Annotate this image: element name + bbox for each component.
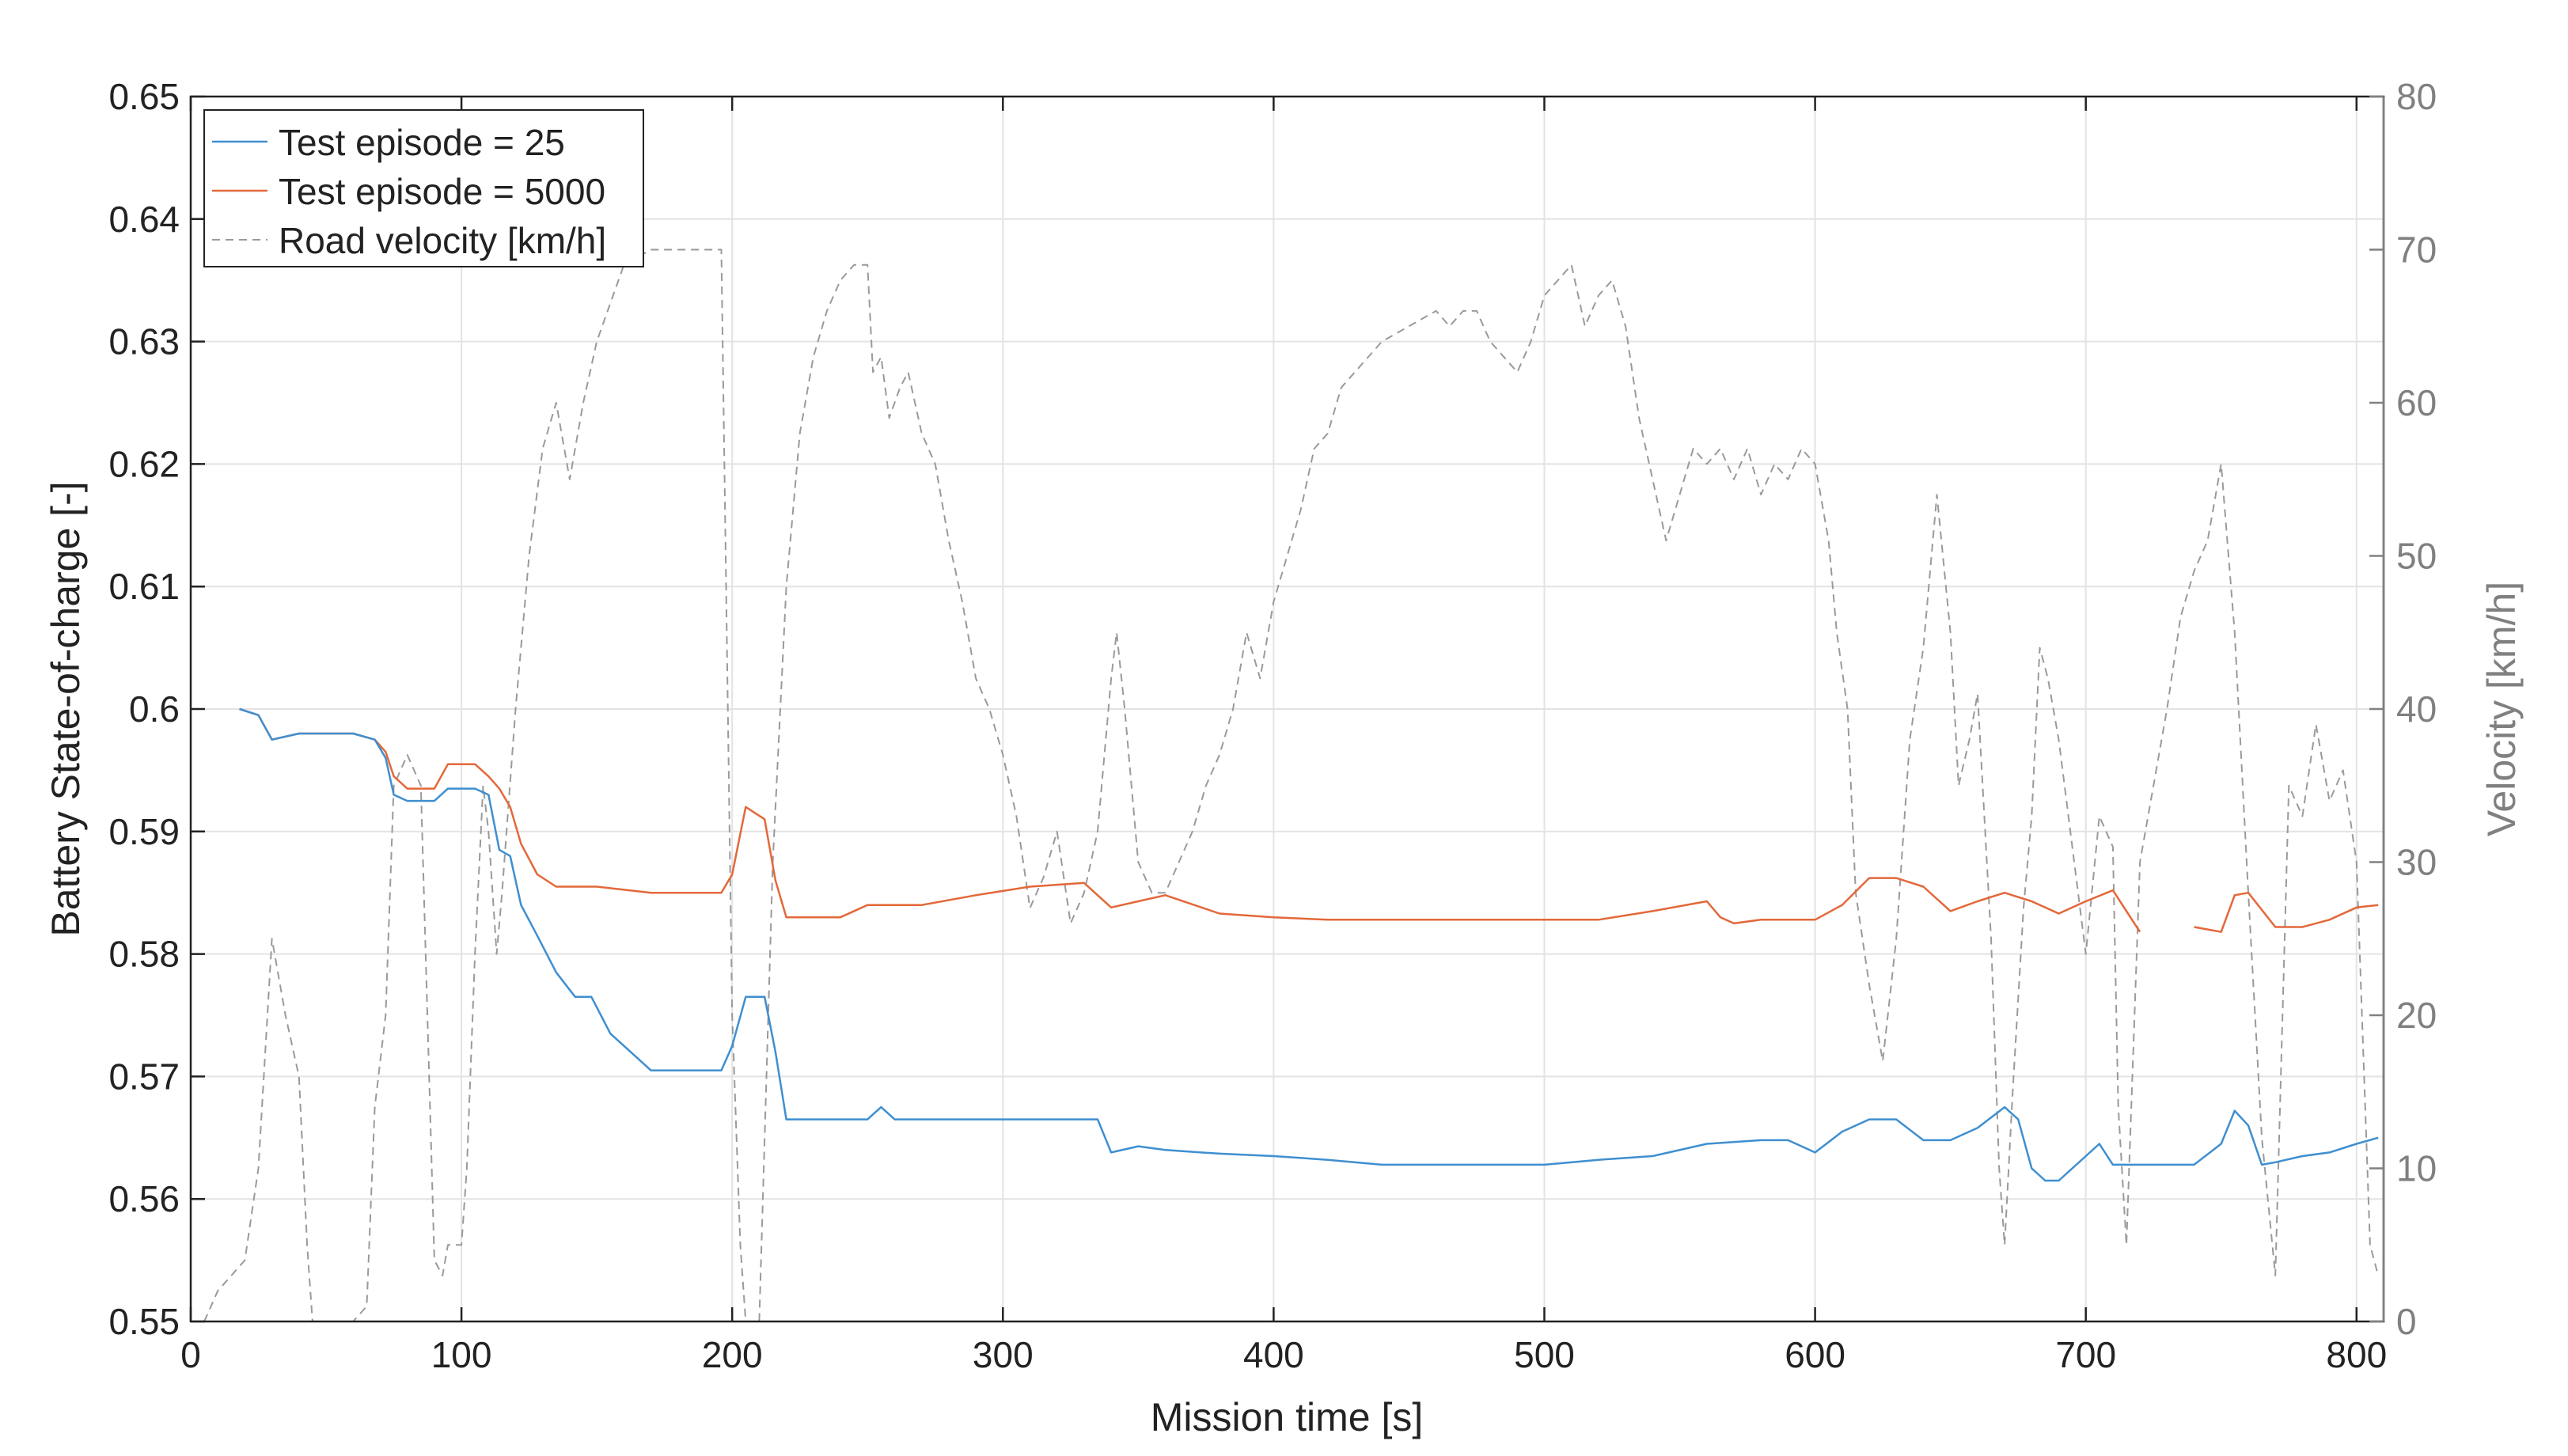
axes: 0 100 200 300 400 500 600 700 8000.550.560.570.5… (108, 76, 2437, 1375)
x-axis-label: Mission time [s] (1151, 1395, 1424, 1439)
series-line-ep25 (239, 707, 2379, 1182)
x-tick-label: 100 (431, 1334, 492, 1375)
y-tick-label-right: 20 (2396, 995, 2437, 1036)
y-tick-label-left: 0.65 (108, 76, 180, 117)
y-tick-label-right: 0 (2396, 1301, 2417, 1342)
series-layer (203, 248, 2380, 1322)
legend-box (203, 109, 644, 267)
y-axis-label-left: Battery State-of-charge [-] (44, 481, 88, 936)
y-tick-label-right: 60 (2396, 382, 2437, 423)
y-tick-label-left: 0.59 (108, 811, 180, 852)
y-tick-label-left: 0.63 (108, 321, 180, 362)
x-tick-label: 0 (180, 1334, 201, 1375)
x-tick-label: 800 (2326, 1334, 2387, 1375)
legend-label-ep5000: Test episode = 5000 (279, 171, 605, 212)
y-tick-label-left: 0.62 (108, 443, 180, 484)
legend: Test episode = 25 Test episode = 5000 Ro… (203, 109, 644, 267)
x-tick-label: 400 (1243, 1334, 1304, 1375)
x-tick-label: 500 (1514, 1334, 1575, 1375)
x-tick-label: 700 (2055, 1334, 2116, 1375)
legend-label-ep25: Test episode = 25 (279, 122, 565, 163)
y-tick-label-left: 0.55 (108, 1301, 180, 1342)
x-tick-label: 300 (973, 1334, 1034, 1375)
y-tick-label-right: 70 (2396, 229, 2437, 271)
y-tick-label-left: 0.57 (108, 1056, 180, 1097)
y-tick-label-right: 50 (2396, 536, 2437, 577)
series-line-velocity (203, 248, 2380, 1322)
series-line-ep5000 (239, 707, 2379, 933)
y-tick-label-left: 0.58 (108, 934, 180, 975)
y-tick-label-right: 10 (2396, 1148, 2437, 1189)
y-tick-label-right: 40 (2396, 688, 2437, 730)
y-tick-label-right: 30 (2396, 842, 2437, 883)
y-axis-label-right: Velocity [km/h] (2479, 582, 2524, 836)
y-tick-label-left: 0.6 (129, 688, 180, 730)
y-tick-label-left: 0.56 (108, 1178, 180, 1219)
x-tick-label: 200 (702, 1334, 763, 1375)
legend-label-velocity: Road velocity [km/h] (279, 220, 606, 261)
y-tick-label-right: 80 (2396, 76, 2437, 117)
y-tick-label-left: 0.61 (108, 566, 180, 607)
x-tick-label: 600 (1785, 1334, 1845, 1375)
y-tick-label-left: 0.64 (108, 199, 180, 240)
